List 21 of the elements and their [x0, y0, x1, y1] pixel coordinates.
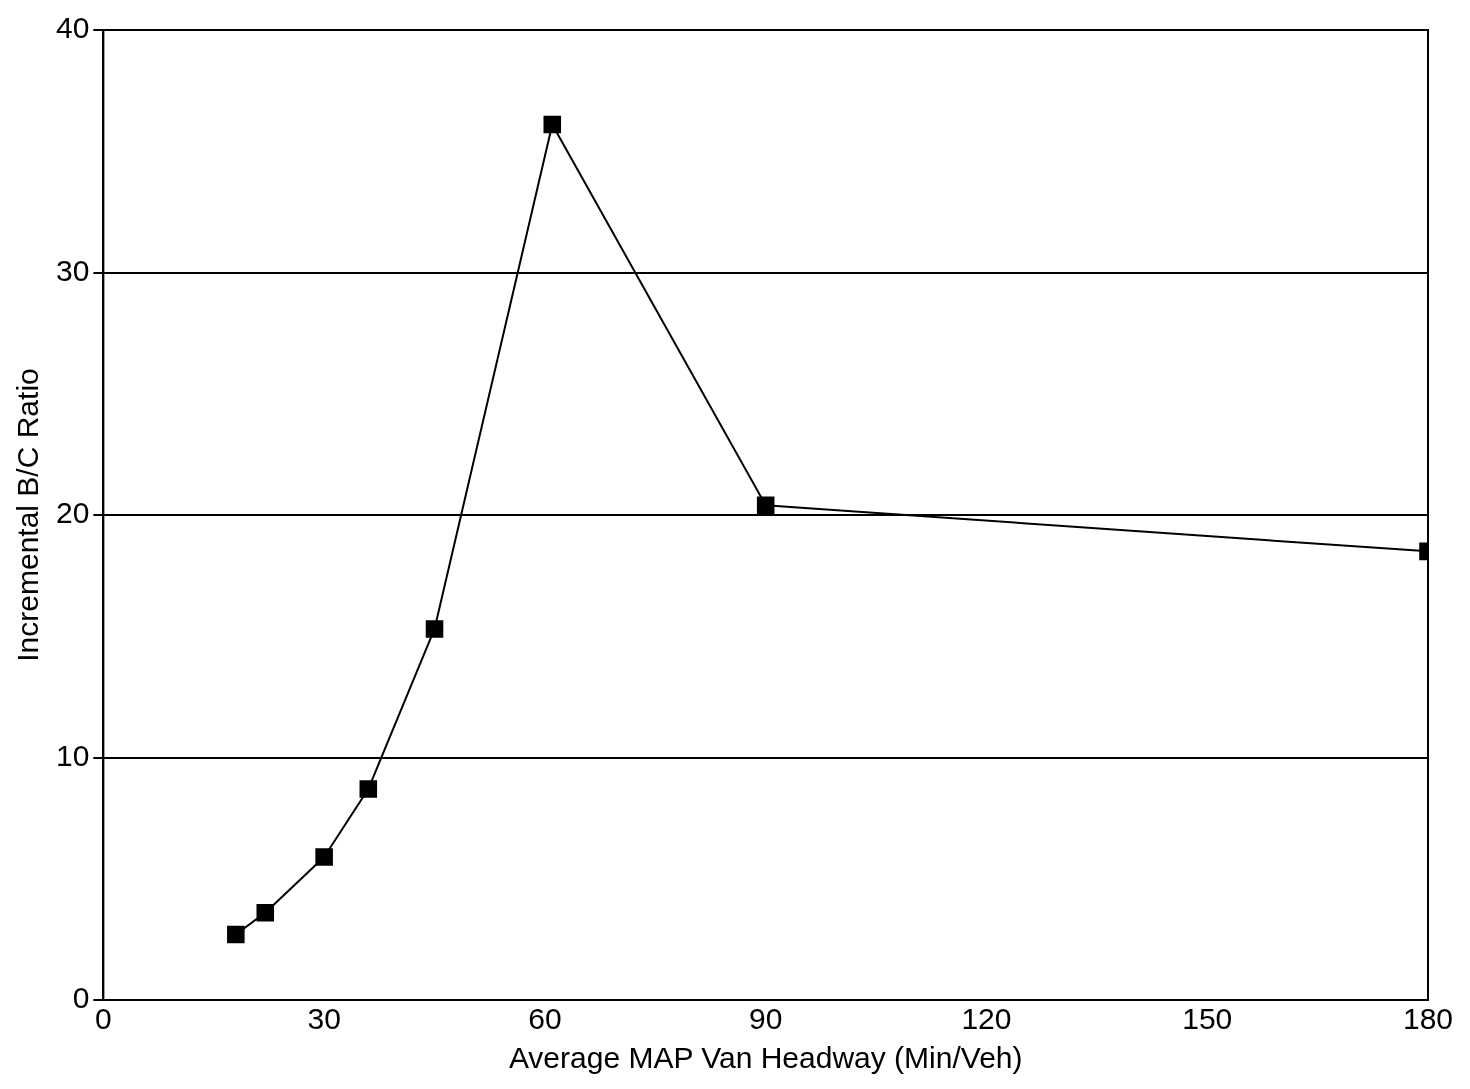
y-tick-label: 40: [55, 11, 90, 45]
y-tick-label: 10: [55, 738, 90, 772]
x-tick-label: 90: [749, 1002, 783, 1036]
x-tick-label: 0: [95, 1002, 112, 1036]
y-tick-label: 0: [72, 981, 90, 1015]
x-tick-label: 60: [528, 1002, 562, 1036]
x-axis-title: Average MAP Van Headway (Min/Veh): [508, 1041, 1023, 1075]
x-tick-label: 180: [1402, 1002, 1454, 1036]
point: [543, 115, 562, 134]
point: [227, 925, 245, 944]
y-tick-label: 30: [55, 253, 90, 287]
point: [256, 903, 275, 922]
x-tick-label: 30: [307, 1002, 341, 1036]
x-tick-label: 150: [1182, 1002, 1233, 1036]
point: [425, 620, 444, 638]
x-tick-label: 120: [961, 1002, 1012, 1036]
y-tick-label: 20: [55, 496, 90, 530]
point: [315, 848, 333, 866]
y-axis-title: Incremental B/C Ratio: [11, 368, 45, 662]
point: [359, 780, 378, 798]
point: [756, 496, 775, 515]
